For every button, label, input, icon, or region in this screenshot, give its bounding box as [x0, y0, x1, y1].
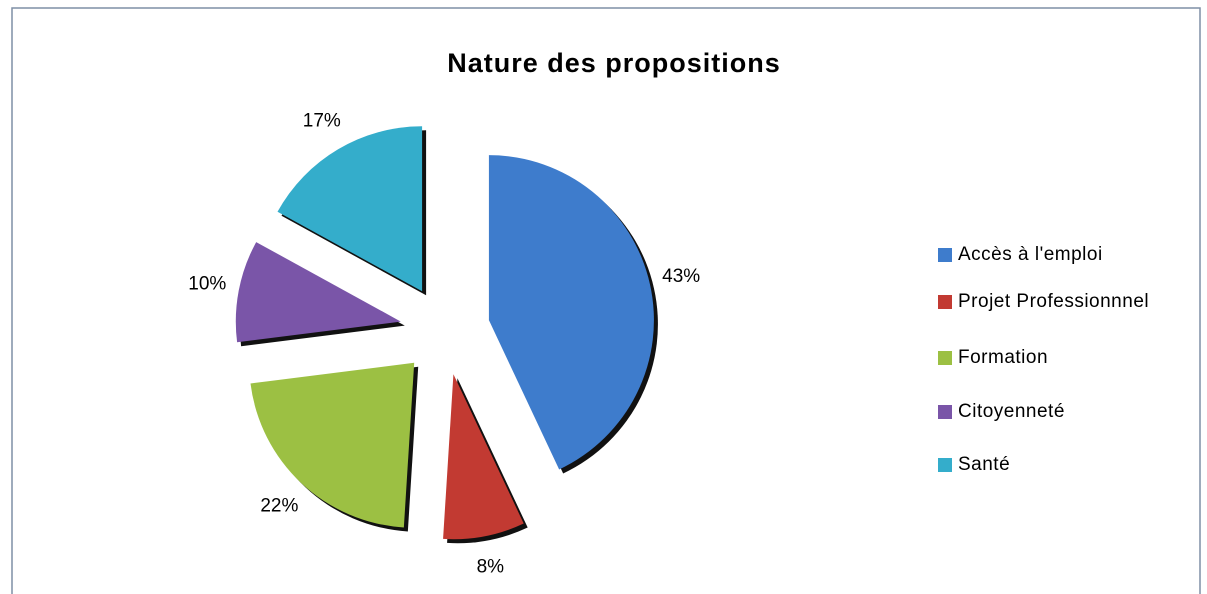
legend-swatch	[938, 351, 952, 365]
legend-label: Formation	[958, 347, 1048, 368]
data-label: 8%	[477, 557, 505, 578]
legend-swatch	[938, 405, 952, 419]
chart-title: Nature des propositions	[447, 48, 781, 78]
legend-swatch	[938, 295, 952, 309]
data-label: 43%	[662, 266, 700, 287]
data-label: 17%	[303, 111, 341, 132]
legend-label: Citoyenneté	[958, 401, 1065, 422]
data-label: 10%	[188, 274, 226, 295]
slice	[277, 126, 423, 292]
slice	[250, 362, 415, 528]
slice	[488, 155, 654, 470]
legend-swatch	[938, 458, 952, 472]
legend-label: Accès à l'emploi	[958, 244, 1103, 265]
legend-swatch	[938, 248, 952, 262]
slice	[235, 242, 401, 343]
legend-label: Santé	[958, 454, 1010, 475]
legend-label: Projet Professionnnel	[958, 291, 1149, 312]
data-label: 22%	[260, 495, 298, 516]
slice	[443, 374, 524, 540]
